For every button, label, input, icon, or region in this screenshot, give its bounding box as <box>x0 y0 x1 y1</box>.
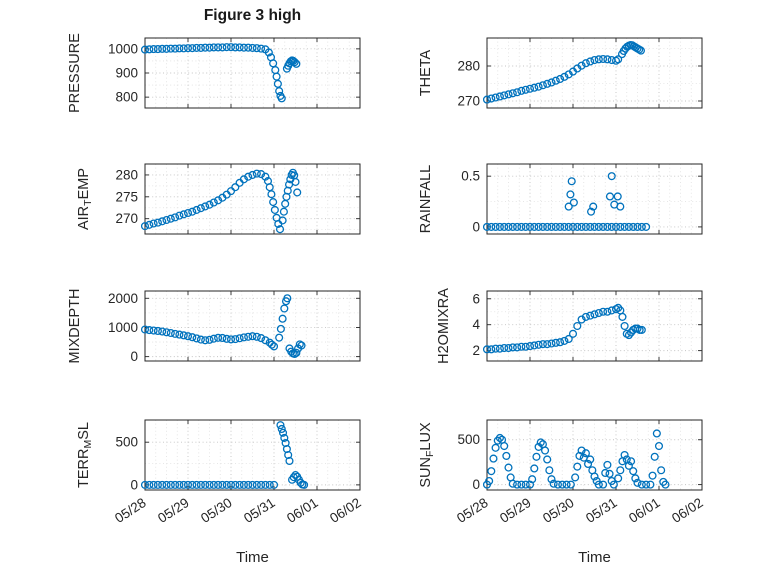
y-tick-label: 0 <box>130 349 138 364</box>
major-grid <box>145 38 360 108</box>
y-tick-label: 280 <box>457 59 480 74</box>
minor-grid <box>487 420 702 490</box>
axes-box <box>486 419 703 491</box>
tick-marks <box>144 38 361 108</box>
y-tick-label: 800 <box>115 90 138 105</box>
subplot-air-temp: 270 275 280 AIRTEMP <box>76 163 361 235</box>
minor-grid <box>487 164 702 234</box>
scatter-points <box>483 172 651 231</box>
y-tick-label: 275 <box>115 189 138 204</box>
subplot-pressure: 800 900 1000 PRESSURE <box>67 33 361 113</box>
y-tick-label: 270 <box>115 211 138 226</box>
subplot-terr-msl: 0 500 05/28 05/29 05/30 05/31 06/01 06/02 TERRMS… <box>76 419 364 526</box>
scatter-points <box>141 168 302 234</box>
scatter-points <box>141 421 309 489</box>
x-tick-label: 06/02 <box>669 495 706 526</box>
y-tick-label: 6 <box>472 291 480 306</box>
y-axis-label: MIXDEPTH <box>67 289 83 364</box>
axes-box <box>144 419 361 491</box>
y-tick-label: 0 <box>472 477 480 492</box>
minor-grid <box>145 164 360 234</box>
axes-box <box>486 163 703 235</box>
subplot-h2omixra: 2 4 6 H2OMIXRA <box>436 288 703 364</box>
minor-grid <box>487 291 702 361</box>
tick-marks <box>486 38 703 108</box>
figure-title: Figure 3 high <box>203 7 302 24</box>
x-tick-label: 05/28 <box>112 495 149 526</box>
major-grid <box>145 164 360 234</box>
tick-marks <box>144 420 361 490</box>
y-axis-label: SUNFLUX <box>418 422 436 488</box>
y-tick-label: 2000 <box>108 291 138 306</box>
y-tick-label: 500 <box>115 435 138 450</box>
axes-box <box>486 37 703 109</box>
subplot-theta: 270 280 THETA <box>418 37 703 109</box>
subplot-rainfall: 0 0.5 RAINFALL <box>418 163 703 235</box>
major-grid <box>487 164 702 234</box>
subplot-sun-flux: 0 500 05/28 05/29 05/30 05/31 06/01 06/02 SUNFLU… <box>418 419 706 526</box>
x-tick-label: 06/01 <box>626 495 663 526</box>
axes-box <box>144 37 361 109</box>
major-grid <box>487 420 702 490</box>
scatter-points <box>483 303 646 354</box>
y-tick-label: 4 <box>472 317 480 332</box>
y-tick-label: 0.5 <box>461 169 480 184</box>
x-tick-label: 05/28 <box>454 495 491 526</box>
x-tick-label: 05/30 <box>540 495 577 526</box>
y-axis-label: RAINFALL <box>418 165 434 234</box>
major-grid <box>487 38 702 108</box>
y-tick-label: 900 <box>115 66 138 81</box>
y-axis-label: AIRTEMP <box>76 168 94 230</box>
minor-grid <box>145 291 360 361</box>
x-tick-label: 05/29 <box>497 495 534 526</box>
y-axis-label: PRESSURE <box>67 33 83 113</box>
y-axis-label: THETA <box>418 49 434 96</box>
x-tick-label: 05/29 <box>155 495 192 526</box>
scatter-points <box>141 43 301 103</box>
minor-grid <box>487 38 702 108</box>
x-axis-label-left: Time <box>236 549 269 566</box>
axes-box <box>486 290 703 362</box>
scatter-points <box>141 294 306 359</box>
scatter-points <box>483 429 670 489</box>
y-tick-label: 1000 <box>108 41 138 56</box>
x-tick-label: 06/01 <box>284 495 321 526</box>
y-tick-label: 2 <box>472 343 480 358</box>
axes-box <box>144 163 361 235</box>
y-tick-label: 280 <box>115 167 138 182</box>
y-axis-label: TERRMSL <box>76 422 94 488</box>
scatter-points <box>483 40 645 104</box>
y-axis-label: H2OMIXRA <box>436 288 452 364</box>
y-tick-label: 0 <box>130 477 138 492</box>
subplot-mixdepth: 0 1000 2000 MIXDEPTH <box>67 289 361 364</box>
major-grid <box>145 420 360 490</box>
minor-grid <box>145 420 360 490</box>
y-tick-label: 500 <box>457 432 480 447</box>
y-tick-label: 1000 <box>108 320 138 335</box>
axes-box <box>144 290 361 362</box>
x-tick-label: 05/30 <box>198 495 235 526</box>
y-tick-label: 0 <box>472 219 480 234</box>
y-tick-label: 270 <box>457 94 480 109</box>
x-tick-label: 06/02 <box>327 495 364 526</box>
x-tick-label: 05/31 <box>241 495 278 526</box>
x-axis-label-right: Time <box>578 549 611 566</box>
x-tick-label: 05/31 <box>583 495 620 526</box>
tick-marks <box>144 164 361 234</box>
tick-marks <box>144 291 361 361</box>
major-grid <box>145 291 360 361</box>
minor-grid <box>145 38 360 108</box>
